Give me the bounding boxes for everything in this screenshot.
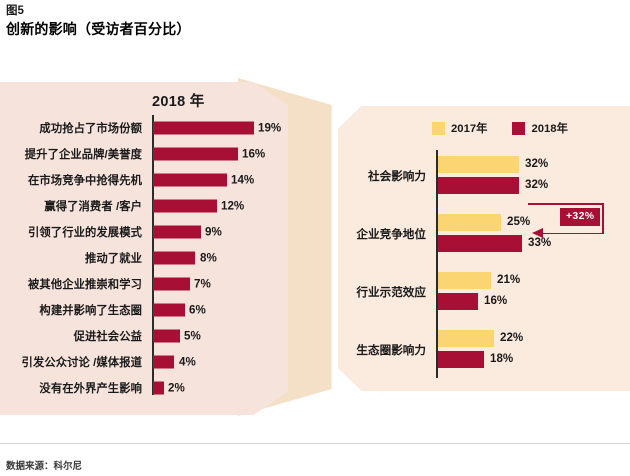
left-bar-row[interactable]: 构建并影响了生态圈 6%: [0, 297, 288, 323]
right-bar-value-2018: 32%: [525, 178, 549, 191]
legend-label: 2017年: [451, 123, 488, 135]
right-bar-group[interactable]: 行业示范效应 21% 16%: [0, 268, 630, 316]
right-bar-group[interactable]: 生态圈影响力 22% 18%: [0, 326, 630, 374]
left-bar-label: 被其他企业推崇和学习: [28, 279, 142, 291]
legend-item-2017[interactable]: 2017年: [432, 120, 487, 136]
left-bar[interactable]: [153, 147, 238, 161]
right-bar-value-2017: 21%: [497, 273, 521, 286]
right-group-label: 行业示范效应: [356, 286, 426, 299]
left-chart-axis: [152, 115, 154, 395]
figure-label: 图5: [6, 5, 24, 17]
left-bar[interactable]: [153, 277, 191, 291]
right-group-label: 社会影响力: [368, 170, 426, 183]
callout-line-bottom: [542, 232, 604, 235]
left-bar-row[interactable]: 成功抢占了市场份额 19%: [0, 115, 288, 141]
left-bar-label: 成功抢占了市场份额: [39, 123, 142, 135]
left-bar-row[interactable]: 引领了行业的发展模式 9%: [0, 219, 288, 245]
right-chart-axis: [436, 150, 438, 378]
left-bar-value: 8%: [200, 251, 217, 265]
left-bar[interactable]: [153, 199, 217, 213]
right-bar-value-2018: 33%: [528, 236, 552, 249]
left-bar-label: 提升了企业品牌/美誉度: [24, 149, 142, 161]
right-bar-2017[interactable]: [438, 214, 501, 231]
footer-divider: [0, 443, 630, 444]
chart-header: 图5 创新的影响（受访者百分比）: [6, 4, 626, 39]
left-bar-row[interactable]: 引发公众讨论 /媒体报道 4%: [0, 349, 288, 375]
callout-line-right: [602, 203, 604, 234]
left-bar-row[interactable]: 推动了就业 8%: [0, 245, 288, 271]
left-bar-value: 7%: [194, 277, 211, 291]
left-bar[interactable]: [153, 355, 175, 369]
left-bar[interactable]: [153, 121, 254, 135]
right-bar-2018[interactable]: [438, 293, 478, 310]
left-bar-row[interactable]: 赢得了消费者 /客户 12%: [0, 193, 288, 219]
left-bar-label: 引发公众讨论 /媒体报道: [21, 357, 142, 369]
left-bar-value: 16%: [242, 147, 266, 161]
left-chart-title: 2018 年: [152, 94, 205, 110]
right-bar-2017[interactable]: [438, 272, 491, 289]
callout-arrow-icon: [532, 228, 543, 238]
right-bar-value-2018: 18%: [490, 352, 514, 365]
left-bar-label: 没有在外界产生影响: [39, 383, 142, 395]
right-bar-group[interactable]: 社会影响力 32% 32%: [0, 152, 630, 200]
left-bar[interactable]: [153, 225, 201, 239]
right-bar-value-2017: 25%: [507, 215, 531, 228]
left-bar[interactable]: [153, 329, 180, 343]
page-title: 创新的影响（受访者百分比）: [6, 21, 191, 37]
left-bar-value: 12%: [221, 199, 245, 213]
right-group-label: 企业竞争地位: [356, 228, 426, 241]
legend-swatch-icon: [512, 121, 526, 135]
legend-item-2018[interactable]: 2018年: [512, 120, 568, 136]
legend-swatch-icon: [432, 121, 445, 135]
source-note: 数据来源：科尔尼: [6, 461, 83, 472]
left-bar-row[interactable]: 没有在外界产生影响 2%: [0, 375, 288, 401]
chart-legend: 2017年 2018年: [432, 120, 584, 136]
right-bar-value-2017: 32%: [525, 157, 549, 170]
right-bar-value-2017: 22%: [500, 331, 524, 344]
left-bar-row[interactable]: 被其他企业推崇和学习 7%: [0, 271, 288, 297]
left-bar-label: 促进社会公益: [73, 331, 142, 343]
left-bar-value: 14%: [231, 173, 255, 187]
growth-callout: +32%: [528, 198, 628, 244]
left-bar-row[interactable]: 促进社会公益 5%: [0, 323, 288, 349]
left-bar[interactable]: [153, 381, 164, 395]
right-bar-2018[interactable]: [438, 177, 519, 194]
right-bar-2018[interactable]: [438, 235, 522, 252]
legend-label: 2018年: [531, 123, 568, 135]
left-bar-value: 6%: [189, 303, 206, 317]
left-bar-value: 4%: [179, 355, 196, 369]
left-bar-label: 构建并影响了生态圈: [39, 305, 142, 317]
left-bar[interactable]: [153, 251, 196, 265]
left-chart-panel: 2018 年 成功抢占了市场份额 19% 提升了企业品牌/美誉度 16% 在市场…: [0, 82, 288, 415]
left-bar-label: 引领了行业的发展模式: [28, 227, 142, 239]
left-bar-value: 2%: [168, 381, 185, 395]
right-bar-2017[interactable]: [438, 156, 519, 173]
callout-badge: +32%: [560, 208, 601, 226]
right-bar-value-2018: 16%: [484, 294, 508, 307]
right-group-label: 生态圈影响力: [356, 344, 426, 357]
left-bar[interactable]: [153, 303, 185, 317]
right-bar-2018[interactable]: [438, 351, 484, 368]
left-bar-label: 赢得了消费者 /客户: [44, 201, 142, 213]
left-bar-row[interactable]: 在市场竞争中抢得先机 14%: [0, 167, 288, 193]
charts-container: 2018 年 成功抢占了市场份额 19% 提升了企业品牌/美誉度 16% 在市场…: [0, 78, 630, 418]
right-bar-2017[interactable]: [438, 330, 494, 347]
left-bar-value: 5%: [184, 329, 201, 343]
left-bar[interactable]: [153, 173, 228, 187]
right-bar-group[interactable]: 企业竞争地位 25% 33%: [0, 210, 630, 258]
left-bar-label: 推动了就业: [85, 253, 142, 265]
left-bar-label: 在市场竞争中抢得先机: [28, 175, 142, 187]
left-bar-value: 9%: [205, 225, 222, 239]
left-bar-value: 19%: [258, 121, 282, 135]
left-bar-row[interactable]: 提升了企业品牌/美誉度 16%: [0, 141, 288, 167]
callout-line-top: [528, 203, 604, 205]
